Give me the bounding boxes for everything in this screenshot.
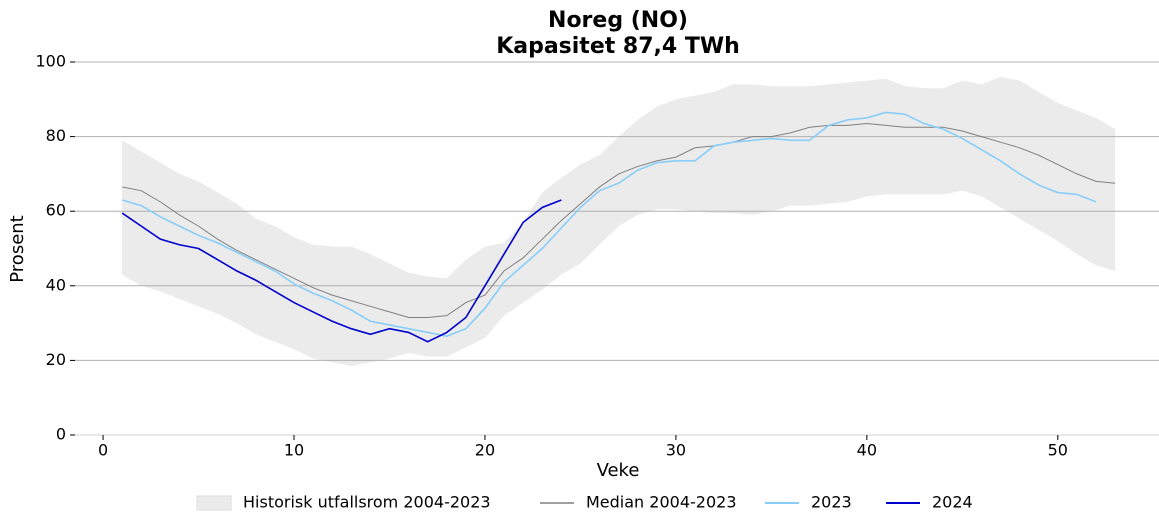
y-tick-label: 20: [46, 350, 66, 369]
x-tick-label: 40: [857, 441, 877, 460]
legend-label: 2024: [932, 493, 973, 512]
x-tick-label: 20: [475, 441, 495, 460]
series-line: [121, 199, 562, 343]
legend-swatch: [196, 495, 232, 511]
legend-label: Historisk utfallsrom 2004-2023: [243, 493, 491, 512]
x-tick-label: 50: [1048, 441, 1068, 460]
x-tick-label: 30: [666, 441, 686, 460]
legend-label: 2023: [811, 493, 852, 512]
x-tick-label: 10: [284, 441, 304, 460]
y-axis-label: Prosent: [7, 215, 28, 282]
series-line: [121, 111, 1097, 337]
y-tick-label: 40: [46, 275, 66, 294]
chart-subtitle: Kapasitet 87,4 TWh: [496, 34, 740, 59]
x-tick-label: 0: [98, 441, 108, 460]
x-axis-label: Veke: [597, 460, 640, 481]
y-tick-label: 60: [46, 201, 66, 220]
chart-title: Noreg (NO): [548, 8, 688, 33]
y-tick-label: 80: [46, 126, 66, 145]
y-tick-label: 0: [56, 425, 66, 444]
series-line: [122, 123, 1116, 319]
y-tick-label: 100: [35, 52, 66, 71]
range-band: [122, 76, 1116, 366]
legend-label: Median 2004-2023: [586, 493, 737, 512]
